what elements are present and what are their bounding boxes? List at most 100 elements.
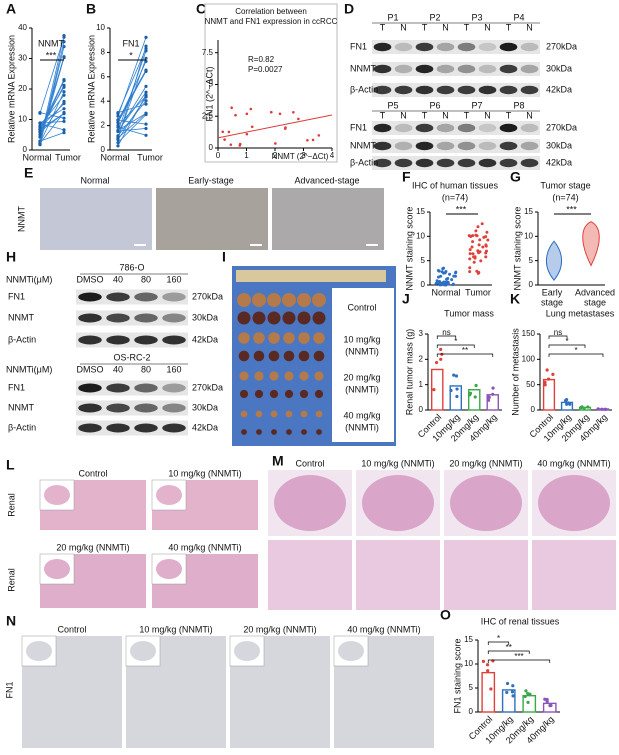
dot (485, 230, 489, 234)
group-label: 20 mg/kg (343, 372, 380, 382)
pair-line (39, 41, 65, 145)
lane-label: T (464, 22, 470, 32)
pair-dot (144, 44, 148, 48)
dot (484, 255, 488, 259)
pair-line (117, 48, 147, 114)
dot (443, 271, 447, 275)
blot-band (106, 313, 130, 323)
scatter-dot (245, 132, 249, 136)
pair-dot (38, 125, 42, 130)
significance: ns (554, 328, 562, 337)
x-tick-label: stage (584, 297, 606, 307)
scale-bar (250, 244, 262, 246)
blot-band (106, 383, 130, 393)
dot (449, 388, 453, 393)
panel-label: L (6, 457, 15, 473)
dot (440, 270, 444, 274)
size-label: 270kDa (192, 382, 223, 392)
tumor (239, 371, 249, 381)
blot-band (78, 403, 102, 413)
dot (455, 394, 459, 399)
dot (473, 395, 477, 399)
blot-band (134, 335, 158, 345)
lane-label: N (484, 110, 491, 120)
y-tick-label: 15 (464, 635, 473, 644)
blot-band (520, 158, 539, 168)
lane-label: T (506, 22, 512, 32)
dot (547, 377, 551, 381)
dot (434, 360, 439, 365)
dot (468, 266, 472, 270)
dot (486, 238, 490, 242)
pair-dot (62, 85, 66, 89)
y-axis-label: NNMT staining score (512, 207, 522, 291)
size-label: 42kDa (192, 422, 218, 432)
dot (450, 278, 454, 282)
y-tick-label: 5 (469, 683, 474, 692)
group-title: 20 mg/kg (NNMTi) (56, 542, 129, 552)
blot-strip (76, 400, 188, 416)
scatter-dot (238, 144, 242, 147)
blot-band (415, 64, 434, 74)
blot-band (394, 158, 413, 168)
cell-line: OS-RC-2 (113, 352, 150, 362)
dot (469, 235, 473, 239)
treatment-label: NNMTi(μM) (6, 274, 52, 284)
x-tick-label: stage (541, 297, 563, 307)
y-tick-label: 5 (421, 256, 426, 265)
size-label: 30kDa (192, 402, 218, 412)
dot (474, 229, 478, 233)
y-tick-label: 5 (529, 256, 534, 265)
plot-title: Tumor stage (540, 180, 590, 190)
blot-band (394, 141, 413, 151)
scatter-dot (227, 130, 231, 134)
inset-tissue (26, 641, 52, 661)
group-title: 10 mg/kg (NNMTi) (361, 458, 434, 468)
tumor (270, 410, 278, 418)
tumor (299, 371, 309, 381)
blot-band (478, 141, 497, 151)
inset-tissue (156, 559, 182, 579)
pair-line (117, 61, 147, 123)
y-tick-label: 0 (419, 405, 424, 414)
y-tick-label: 0 (101, 145, 106, 154)
blot-band (415, 158, 434, 168)
scatter-dot (297, 117, 300, 121)
violin (582, 221, 600, 267)
blot-band (520, 141, 539, 151)
protein-label: FN1 (350, 122, 367, 132)
histology-image (268, 540, 352, 610)
dot (523, 694, 527, 699)
blot-band (78, 423, 102, 433)
tumor (269, 389, 279, 399)
tumor (297, 311, 311, 325)
plot-title: FN1 (122, 38, 139, 48)
blot-band (373, 141, 392, 151)
pair-dot (116, 125, 120, 129)
group-title: 40 mg/kg (NNMTi) (168, 542, 241, 552)
scatter-dot (306, 138, 309, 142)
dot (471, 240, 475, 244)
label-area (332, 288, 394, 442)
y-tick-label: 1 (419, 380, 424, 389)
x-tick-label: 0 (216, 151, 221, 160)
pair-dot (38, 110, 42, 115)
size-label: 270kDa (546, 122, 577, 132)
y-tick-label: 40 (18, 23, 27, 32)
sig-bracket (487, 641, 510, 645)
dot (566, 401, 570, 405)
tumor (269, 371, 279, 381)
dot (439, 357, 443, 361)
protein-label: NNMT (8, 402, 34, 412)
blot-strip (76, 289, 188, 305)
dot (474, 233, 478, 237)
pair-dot (144, 126, 148, 131)
column-title: Early-stage (188, 175, 234, 185)
blot-band (373, 123, 392, 133)
y-tick-label: 20 (18, 84, 27, 93)
size-label: 270kDa (546, 41, 577, 51)
tumor (301, 429, 307, 435)
histology-image (444, 540, 528, 610)
pair-dot (144, 84, 148, 88)
scatter-dot (245, 112, 249, 116)
